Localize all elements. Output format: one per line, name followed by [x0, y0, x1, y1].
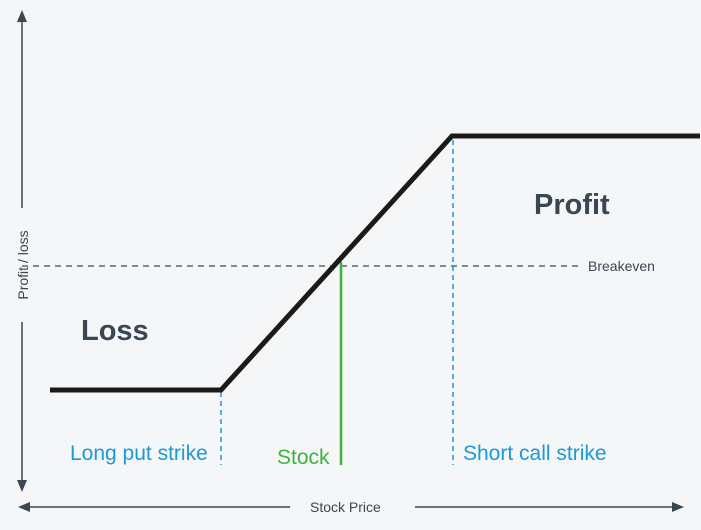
y-axis-down-arrow [17, 480, 27, 492]
x-axis-label: Stock Price [310, 499, 381, 515]
loss-label: Loss [81, 315, 149, 347]
payoff-line [50, 133, 700, 393]
x-axis-left-arrow [18, 502, 30, 512]
short-call-strike-label: Short call strike [463, 442, 607, 465]
breakeven-label: Breakeven [588, 258, 655, 274]
long-put-strike-label: Long put strike [70, 442, 208, 465]
y-axis-label: Profit / loss [15, 230, 31, 300]
stock-label: Stock [277, 446, 330, 469]
y-axis-up-arrow [17, 10, 27, 22]
profit-label: Profit [534, 189, 610, 221]
x-axis-right-arrow [672, 502, 684, 512]
